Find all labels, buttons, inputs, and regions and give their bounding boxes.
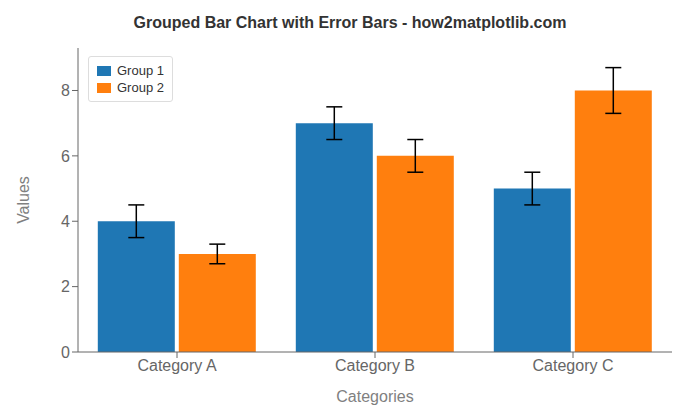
html-text:Grouped Bar Chart with Error B: Grouped Bar Chart with Error Bars - how2…	[133, 14, 567, 31]
svg-text:Categories: Categories	[336, 388, 413, 405]
html-text:Group 2: Group 2	[117, 80, 164, 95]
svg-text:8: 8	[61, 82, 70, 99]
svg-text:2: 2	[61, 278, 70, 295]
svg-text:Category A: Category A	[137, 357, 216, 374]
html-text:Group 1: Group 1	[117, 63, 164, 78]
svg-text:Values: Values	[15, 176, 32, 224]
svg-text:Category B: Category B	[335, 357, 415, 374]
svg-text:Category C: Category C	[533, 357, 614, 374]
svg-text:0: 0	[61, 344, 70, 361]
svg-text:4: 4	[61, 213, 70, 230]
svg-text:6: 6	[61, 148, 70, 165]
